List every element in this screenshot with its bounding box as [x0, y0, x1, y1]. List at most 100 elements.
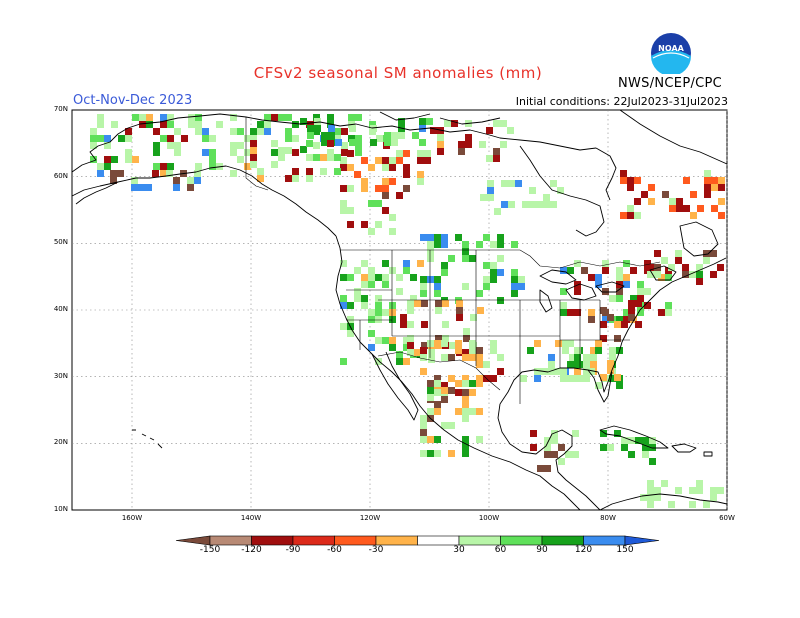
anomaly-cell [635, 321, 642, 328]
anomaly-cell [420, 283, 427, 290]
anomaly-cell [518, 283, 525, 290]
anomaly-cell [494, 208, 501, 215]
anomaly-cell [230, 128, 237, 135]
anomaly-cell [434, 401, 441, 408]
lat-tick-label: 60N [53, 171, 68, 180]
anomaly-cell [230, 149, 237, 156]
anomaly-cell [637, 295, 644, 302]
anomaly-cell [647, 487, 654, 494]
anomaly-cell [710, 494, 717, 501]
anomaly-cell [497, 255, 504, 262]
anomaly-cell [590, 347, 597, 354]
anomaly-cell [341, 149, 348, 156]
anomaly-cell [313, 154, 320, 161]
anomaly-cell [683, 177, 690, 184]
anomaly-cell [427, 276, 434, 283]
anomaly-cell [340, 260, 347, 267]
anomaly-cell [398, 118, 405, 125]
anomaly-cell [562, 347, 569, 354]
colorbar-left-arrow [175, 535, 211, 546]
anomaly-cell [396, 274, 403, 281]
anomaly-cell [292, 168, 299, 175]
anomaly-cell [654, 494, 661, 501]
anomaly-cell [486, 155, 493, 162]
anomaly-cell [285, 147, 292, 154]
anomaly-cell [642, 451, 649, 458]
anomaly-cell [90, 142, 97, 149]
anomaly-cell [414, 349, 421, 356]
anomaly-cell [427, 340, 434, 347]
anomaly-cell [682, 264, 689, 271]
anomaly-cell [347, 302, 354, 309]
anomaly-cell [382, 157, 389, 164]
anomaly-cell [403, 260, 410, 267]
anomaly-cell [97, 135, 104, 142]
anomaly-cell [711, 184, 718, 191]
anomaly-cell [427, 408, 434, 415]
anomaly-cell [455, 408, 462, 415]
anomaly-cell [292, 121, 299, 128]
colorbar-swatch [541, 535, 584, 546]
anomaly-cell [602, 288, 609, 295]
anomaly-cell [354, 267, 361, 274]
anomaly-cell [335, 139, 342, 146]
anomaly-cell [574, 288, 581, 295]
anomaly-cell [368, 164, 375, 171]
anomaly-cell [403, 150, 410, 157]
anomaly-cell [529, 187, 536, 194]
lat-tick-label: 20N [53, 438, 68, 447]
anomaly-cell [560, 375, 567, 382]
lon-tick-label: 120W [359, 514, 381, 522]
map-title: CFSv2 seasonal SM anomalies (mm) [253, 64, 543, 82]
anomaly-cell [614, 374, 621, 381]
anomaly-cell [306, 154, 313, 161]
anomaly-cell [493, 120, 500, 127]
anomaly-cell [665, 302, 672, 309]
anomaly-cell [368, 274, 375, 281]
anomaly-cell [634, 198, 641, 205]
anomaly-cell [340, 274, 347, 281]
anomaly-cell [497, 241, 504, 248]
anomaly-cell [448, 387, 455, 394]
anomaly-cell [717, 264, 724, 271]
anomaly-cell [497, 368, 504, 375]
anomaly-cell [264, 128, 271, 135]
anomaly-cell [427, 241, 434, 248]
anomaly-cell [160, 163, 167, 170]
lon-tick-label: 60W [719, 514, 735, 522]
anomaly-cell [361, 178, 368, 185]
anomaly-cell [665, 309, 672, 316]
anomaly-cell [420, 347, 427, 354]
anomaly-cell [644, 302, 651, 309]
anomaly-cell [396, 351, 403, 358]
anomaly-cell [668, 264, 675, 271]
anomaly-cell [389, 309, 396, 316]
anomaly-cell [634, 212, 641, 219]
anomaly-cell [434, 340, 441, 347]
anomaly-cell [627, 184, 634, 191]
anomaly-cell [558, 458, 565, 465]
anomaly-cell [560, 309, 567, 316]
anomaly-cell [427, 436, 434, 443]
anomaly-cell [675, 250, 682, 257]
anomaly-cell [458, 141, 465, 148]
anomaly-cell [369, 121, 376, 128]
anomaly-cell [508, 180, 515, 187]
anomaly-cell [152, 170, 159, 177]
anomaly-cell [407, 335, 414, 342]
anomaly-cell [434, 234, 441, 241]
anomaly-cell [391, 139, 398, 146]
anomaly-cell [341, 128, 348, 135]
anomaly-cell [104, 156, 111, 163]
colorbar-tick-label: -30 [368, 545, 384, 555]
anomaly-cell [90, 128, 97, 135]
anomaly-cell [118, 135, 125, 142]
anomaly-cell [690, 191, 697, 198]
anomaly-cell [368, 316, 375, 323]
anomaly-cell [435, 307, 442, 314]
anomaly-cell [257, 128, 264, 135]
anomaly-cell [361, 274, 368, 281]
anomaly-cell [696, 264, 703, 271]
anomaly-cell [160, 135, 167, 142]
